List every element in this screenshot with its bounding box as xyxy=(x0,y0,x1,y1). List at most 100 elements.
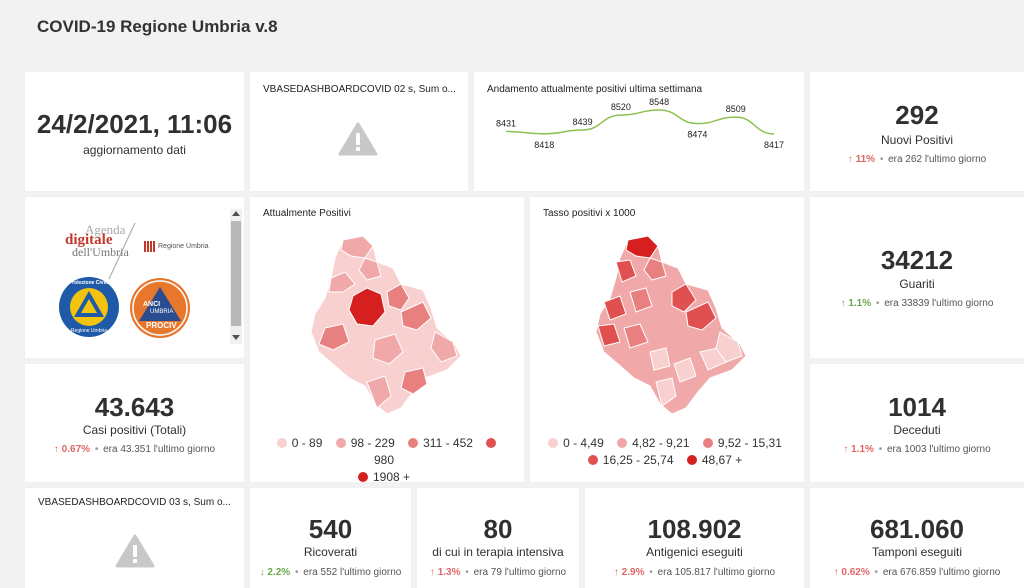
dashboard-header: COVID-19 Regione Umbria v.8 xyxy=(0,0,1024,58)
arrow-up-icon: ↑ xyxy=(429,567,435,578)
anci-text-2: UMBRIA xyxy=(150,309,174,315)
kpi-prev: era 262 l'ultimo giorno xyxy=(888,154,987,165)
trend-sparkline: 8431 8418 8439 8520 8548 8474 8509 8417 xyxy=(496,97,784,150)
arrow-up-icon: ↑ xyxy=(847,154,853,165)
protezione-top-text: Protezione Civile xyxy=(68,280,110,286)
protezione-civile-logo xyxy=(59,277,119,337)
legend-item: 1908 + xyxy=(357,470,410,482)
data-label: 8418 xyxy=(534,140,554,150)
arrow-up-icon: ↑ xyxy=(840,298,846,309)
update-datetime: 24/2/2021, 11:06 xyxy=(36,109,233,139)
anci-text-3: PROCIV xyxy=(146,321,177,330)
scroll-down-arrow-icon[interactable] xyxy=(232,335,240,340)
scrollbar-thumb[interactable] xyxy=(231,221,241,326)
kpi-value: 80 xyxy=(483,514,513,544)
series-line xyxy=(505,109,775,135)
map-positivi-title: Attualmente Positivi xyxy=(263,208,351,219)
kpi-deceduti: 1014 Deceduti ↑ 1.1% • era 1003 l'ultimo… xyxy=(810,364,1024,482)
agenda-line3: dell'Umbria xyxy=(72,245,129,259)
map-tasso-legend: 0 - 4,49 4,82 - 9,21 9,52 - 15,31 16,25 … xyxy=(540,435,800,469)
map-positivi[interactable] xyxy=(305,232,465,417)
kpi-pct: 1.1% xyxy=(848,298,872,309)
kpi-value: 34212 xyxy=(880,245,954,275)
legend-item: 4,82 - 9,21 xyxy=(617,436,690,450)
kpi-pct: 2.2% xyxy=(267,567,291,578)
kpi-trend: ↑ 1.1% • era 33839 l'ultimo giorno xyxy=(840,298,994,309)
error-card-title: VBASEDASHBOARDCOVID 02 s, Sum o... xyxy=(263,84,456,95)
agenda-line1: Agenda xyxy=(85,222,126,237)
legend-item: 0 - 89 xyxy=(276,436,322,450)
data-label: 8439 xyxy=(573,117,593,127)
legend-item: 98 - 229 xyxy=(335,436,395,450)
data-label: 8548 xyxy=(649,97,669,107)
kpi-value: 108.902 xyxy=(647,514,742,544)
error-card-title: VBASEDASHBOARDCOVID 03 s, Sum o... xyxy=(38,497,231,508)
kpi-nuovi-positivi: 292 Nuovi Positivi ↑ 11% • era 262 l'ult… xyxy=(810,72,1024,191)
kpi-trend: ↓ 2.2% • era 552 l'ultimo giorno xyxy=(259,567,402,578)
kpi-label: Deceduti xyxy=(893,423,941,437)
kpi-pct: 0.62% xyxy=(841,567,870,578)
legend-item: 16,25 - 25,74 xyxy=(587,453,674,467)
kpi-pct: 0.67% xyxy=(61,444,91,455)
kpi-trend: ↑ 1.3% • era 79 l'ultimo giorno xyxy=(429,567,567,578)
kpi-label: Tamponi eseguiti xyxy=(871,545,963,559)
data-label: 8474 xyxy=(687,130,707,140)
arrow-down-icon: ↓ xyxy=(259,567,265,578)
data-label: 8417 xyxy=(764,140,784,150)
arrow-up-icon: ↑ xyxy=(833,567,839,578)
data-label: 8509 xyxy=(726,104,746,114)
kpi-prev: era 676.859 l'ultimo giorno xyxy=(882,567,1001,578)
arrow-up-icon: ↑ xyxy=(53,444,59,455)
kpi-trend: ↑ 0.62% • era 676.859 l'ultimo giorno xyxy=(833,567,1001,578)
protezione-bottom-text: Regione Umbria xyxy=(70,328,108,334)
warning-icon xyxy=(115,534,155,568)
kpi-label: Antigenici eseguiti xyxy=(646,545,743,559)
anci-text-1: ANCI xyxy=(143,301,161,308)
anci-prociv-logo xyxy=(130,278,190,338)
kpi-pct: 1.3% xyxy=(437,567,461,578)
kpi-trend: ↑ 1.1% • era 1003 l'ultimo giorno xyxy=(843,444,991,455)
kpi-value: 43.643 xyxy=(94,392,175,422)
logos-scrollbar[interactable] xyxy=(230,209,242,344)
kpi-trend: ↑ 2.9% • era 105.817 l'ultimo giorno xyxy=(613,567,776,578)
error-card-2: VBASEDASHBOARDCOVID 03 s, Sum o... xyxy=(25,488,244,588)
kpi-prev: era 1003 l'ultimo giorno xyxy=(887,444,991,455)
kpi-value: 1014 xyxy=(888,392,946,422)
kpi-antigenici: 108.902 Antigenici eseguiti ↑ 2.9% • era… xyxy=(585,488,804,588)
warning-icon xyxy=(338,122,378,156)
legend-item: 311 - 452 xyxy=(408,436,473,450)
kpi-prev: era 43.351 l'ultimo giorno xyxy=(103,444,216,455)
kpi-value: 292 xyxy=(895,100,939,130)
kpi-ricoverati: 540 Ricoverati ↓ 2.2% • era 552 l'ultimo… xyxy=(250,488,411,588)
trend-chart-card: Andamento attualmente positivi ultima se… xyxy=(474,72,804,191)
kpi-casi-totali: 43.643 Casi positivi (Totali) ↑ 0.67% • … xyxy=(25,364,244,482)
kpi-prev: era 105.817 l'ultimo giorno xyxy=(657,567,776,578)
map-positivi-legend: 0 - 89 98 - 229 311 - 452 980 1908 + xyxy=(264,435,514,482)
map-positivi-card: Attualmente Positivi 0 - 89 98 - 229 311… xyxy=(250,197,524,482)
kpi-label: Casi positivi (Totali) xyxy=(82,423,187,437)
scroll-up-arrow-icon[interactable] xyxy=(232,211,240,216)
kpi-label: Ricoverati xyxy=(303,545,358,559)
regione-emblem-icon xyxy=(144,241,155,252)
legend-item: 9,52 - 15,31 xyxy=(702,436,782,450)
regione-label: Regione Umbria xyxy=(158,243,209,250)
agenda-line2: digitale xyxy=(65,232,113,248)
arrow-up-icon: ↑ xyxy=(843,444,849,455)
kpi-pct: 11% xyxy=(855,154,876,165)
arrow-up-icon: ↑ xyxy=(613,567,619,578)
map-tasso[interactable] xyxy=(590,232,750,417)
kpi-value: 681.060 xyxy=(870,514,964,544)
kpi-label: Nuovi Positivi xyxy=(880,133,954,147)
legend-item: 48,67 + xyxy=(686,453,742,467)
data-label: 8431 xyxy=(496,118,516,128)
kpi-guariti: 34212 Guariti ↑ 1.1% • era 33839 l'ultim… xyxy=(810,197,1024,358)
legend-item: 980 xyxy=(374,436,501,467)
kpi-terapia-intensiva: 80 di cui in terapia intensiva ↑ 1.3% • … xyxy=(417,488,579,588)
trend-chart-title: Andamento attualmente positivi ultima se… xyxy=(487,84,703,95)
legend-item: 0 - 4,49 xyxy=(548,436,604,450)
update-card: 24/2/2021, 11:06 aggiornamento dati xyxy=(25,72,244,191)
kpi-prev: era 33839 l'ultimo giorno xyxy=(884,298,994,309)
map-tasso-title: Tasso positivi x 1000 xyxy=(543,208,636,219)
error-card-1: VBASEDASHBOARDCOVID 02 s, Sum o... xyxy=(250,72,468,191)
logos-card: Agenda digitale dell'Umbria Regione Umbr… xyxy=(25,197,244,358)
